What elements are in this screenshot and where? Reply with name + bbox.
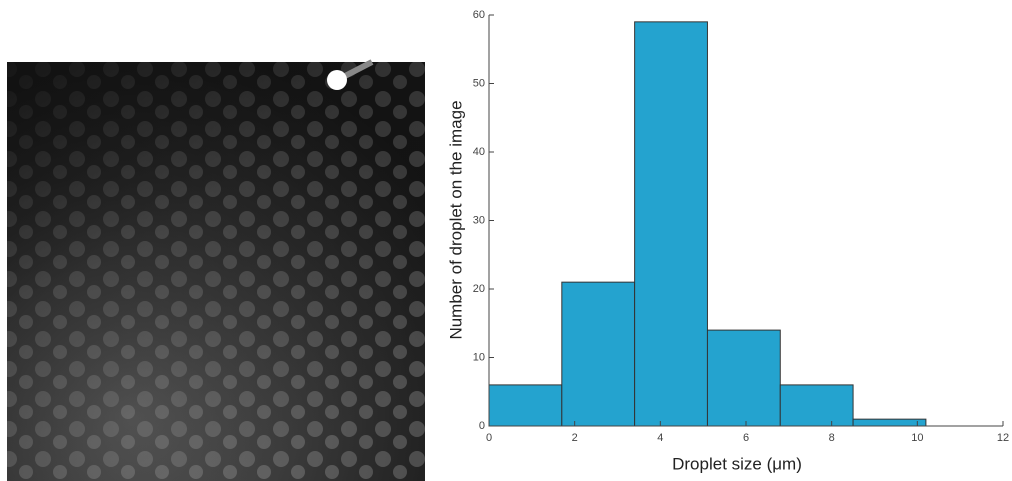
needle (343, 59, 374, 79)
x-tick-label: 10 (911, 432, 923, 444)
x-tick-label: 6 (743, 432, 749, 444)
y-tick-label: 0 (479, 420, 485, 432)
bar (779, 384, 854, 427)
y-tick-label: 10 (473, 351, 485, 363)
x-tick-label: 2 (572, 432, 578, 444)
y-tick-label: 40 (473, 146, 485, 158)
image-shade (7, 62, 425, 481)
x-tick-label: 8 (829, 432, 835, 444)
y-axis-title: Number of droplet on the image (446, 100, 465, 339)
histogram: Droplet size (μm) Number of droplet on t… (446, 9, 1009, 474)
bar (706, 329, 781, 427)
bar (634, 21, 708, 427)
bright-spot (327, 70, 347, 90)
x-tick-label: 4 (657, 432, 663, 444)
x-tick-label: 12 (997, 432, 1009, 444)
x-axis-title: Droplet size (μm) (672, 454, 802, 473)
y-tick-label: 30 (473, 214, 485, 226)
bar (852, 418, 927, 427)
bar (488, 384, 563, 427)
y-tick-label: 60 (473, 9, 485, 21)
microscope-image (7, 59, 425, 481)
y-tick-label: 20 (473, 283, 485, 295)
y-tick-label: 50 (473, 77, 485, 89)
bar (561, 281, 636, 427)
x-tick-label: 0 (486, 432, 492, 444)
